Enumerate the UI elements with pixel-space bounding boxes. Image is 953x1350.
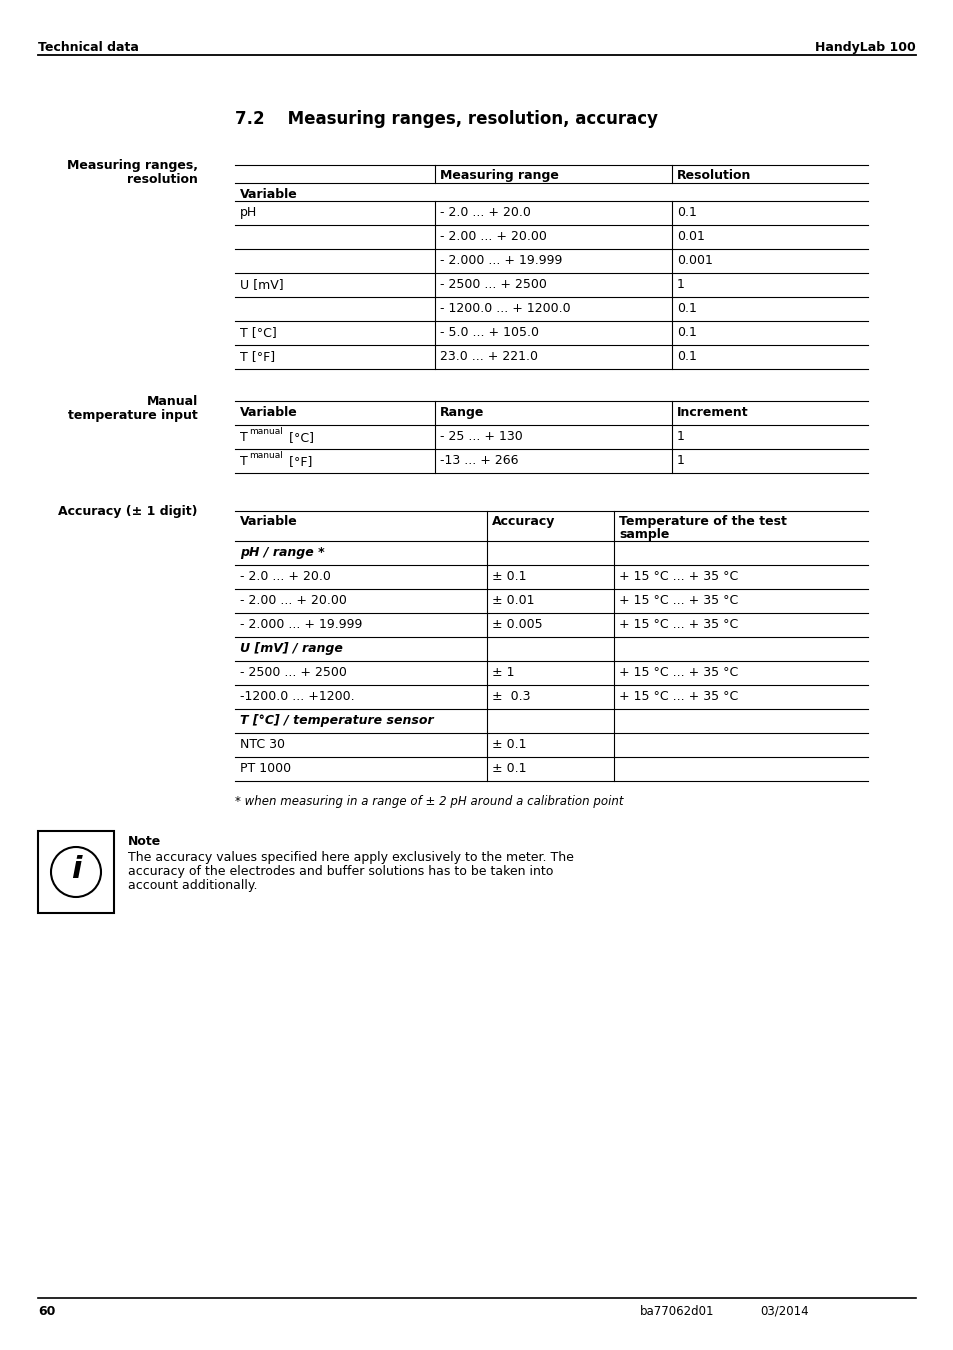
Text: 0.01: 0.01 — [677, 230, 704, 243]
Text: Variable: Variable — [240, 188, 297, 201]
Text: - 2500 ... + 2500: - 2500 ... + 2500 — [439, 278, 546, 292]
Text: - 2.0 ... + 20.0: - 2.0 ... + 20.0 — [439, 207, 530, 219]
Text: ± 0.005: ± 0.005 — [492, 618, 542, 630]
Text: Range: Range — [439, 406, 484, 418]
Text: T [°C]: T [°C] — [240, 325, 276, 339]
Text: - 2.000 ... + 19.999: - 2.000 ... + 19.999 — [240, 618, 362, 630]
Text: + 15 °C ... + 35 °C: + 15 °C ... + 35 °C — [618, 690, 738, 703]
Text: resolution: resolution — [127, 173, 198, 186]
Text: Measuring range: Measuring range — [439, 169, 558, 182]
Text: Accuracy: Accuracy — [492, 514, 555, 528]
Text: 03/2014: 03/2014 — [760, 1305, 808, 1318]
Text: 23.0 ... + 221.0: 23.0 ... + 221.0 — [439, 350, 537, 363]
Text: Manual: Manual — [147, 396, 198, 408]
Text: 0.1: 0.1 — [677, 325, 696, 339]
Text: - 2.000 ... + 19.999: - 2.000 ... + 19.999 — [439, 254, 561, 267]
Text: Variable: Variable — [240, 514, 297, 528]
Text: - 1200.0 ... + 1200.0: - 1200.0 ... + 1200.0 — [439, 302, 570, 315]
Text: [°C]: [°C] — [285, 431, 314, 444]
Text: Resolution: Resolution — [677, 169, 751, 182]
Text: U [mV] / range: U [mV] / range — [240, 643, 342, 655]
Text: T [°F]: T [°F] — [240, 350, 274, 363]
Text: Increment: Increment — [677, 406, 748, 418]
Text: 60: 60 — [38, 1305, 55, 1318]
Text: -13 ... + 266: -13 ... + 266 — [439, 454, 518, 467]
Text: ± 0.01: ± 0.01 — [492, 594, 534, 608]
Text: * when measuring in a range of ± 2 pH around a calibration point: * when measuring in a range of ± 2 pH ar… — [234, 795, 623, 809]
Text: account additionally.: account additionally. — [128, 879, 257, 892]
Text: ±  0.3: ± 0.3 — [492, 690, 530, 703]
Text: pH / range *: pH / range * — [240, 545, 324, 559]
Text: 7.2    Measuring ranges, resolution, accuracy: 7.2 Measuring ranges, resolution, accura… — [234, 109, 658, 128]
Text: i: i — [71, 856, 81, 884]
Text: 1: 1 — [677, 431, 684, 443]
Text: HandyLab 100: HandyLab 100 — [815, 40, 915, 54]
Text: 0.1: 0.1 — [677, 350, 696, 363]
Text: 0.1: 0.1 — [677, 207, 696, 219]
Text: The accuracy values specified here apply exclusively to the meter. The: The accuracy values specified here apply… — [128, 850, 574, 864]
Text: ± 0.1: ± 0.1 — [492, 738, 526, 751]
Text: + 15 °C ... + 35 °C: + 15 °C ... + 35 °C — [618, 594, 738, 608]
Text: T: T — [240, 455, 248, 468]
Text: U [mV]: U [mV] — [240, 278, 283, 292]
Text: 1: 1 — [677, 454, 684, 467]
Text: - 5.0 ... + 105.0: - 5.0 ... + 105.0 — [439, 325, 538, 339]
Text: ba77062d01: ba77062d01 — [639, 1305, 714, 1318]
Text: + 15 °C ... + 35 °C: + 15 °C ... + 35 °C — [618, 666, 738, 679]
Text: sample: sample — [618, 528, 669, 541]
Bar — [38, 832, 113, 913]
Text: ± 1: ± 1 — [492, 666, 514, 679]
Text: [°F]: [°F] — [285, 455, 312, 468]
Text: ± 0.1: ± 0.1 — [492, 570, 526, 583]
Text: T: T — [240, 431, 248, 444]
Text: Technical data: Technical data — [38, 40, 139, 54]
Text: 1: 1 — [677, 278, 684, 292]
Text: Temperature of the test: Temperature of the test — [618, 514, 786, 528]
Text: Variable: Variable — [240, 406, 297, 418]
Text: manual: manual — [249, 427, 283, 436]
Text: 0.1: 0.1 — [677, 302, 696, 315]
Text: 0.001: 0.001 — [677, 254, 712, 267]
Text: Accuracy (± 1 digit): Accuracy (± 1 digit) — [58, 505, 198, 518]
Text: PT 1000: PT 1000 — [240, 761, 291, 775]
Text: manual: manual — [249, 451, 283, 460]
Text: Measuring ranges,: Measuring ranges, — [67, 159, 198, 171]
Text: - 2.00 ... + 20.00: - 2.00 ... + 20.00 — [439, 230, 546, 243]
Text: - 2.00 ... + 20.00: - 2.00 ... + 20.00 — [240, 594, 347, 608]
Text: pH: pH — [240, 207, 257, 219]
Text: Note: Note — [128, 836, 161, 848]
Text: -1200.0 ... +1200.: -1200.0 ... +1200. — [240, 690, 355, 703]
Text: NTC 30: NTC 30 — [240, 738, 285, 751]
Text: - 25 ... + 130: - 25 ... + 130 — [439, 431, 522, 443]
Text: - 2500 ... + 2500: - 2500 ... + 2500 — [240, 666, 347, 679]
Text: - 2.0 ... + 20.0: - 2.0 ... + 20.0 — [240, 570, 331, 583]
Text: accuracy of the electrodes and buffer solutions has to be taken into: accuracy of the electrodes and buffer so… — [128, 865, 553, 878]
Text: ± 0.1: ± 0.1 — [492, 761, 526, 775]
Text: + 15 °C ... + 35 °C: + 15 °C ... + 35 °C — [618, 618, 738, 630]
Text: T [°C] / temperature sensor: T [°C] / temperature sensor — [240, 714, 434, 728]
Text: + 15 °C ... + 35 °C: + 15 °C ... + 35 °C — [618, 570, 738, 583]
Text: temperature input: temperature input — [69, 409, 198, 423]
